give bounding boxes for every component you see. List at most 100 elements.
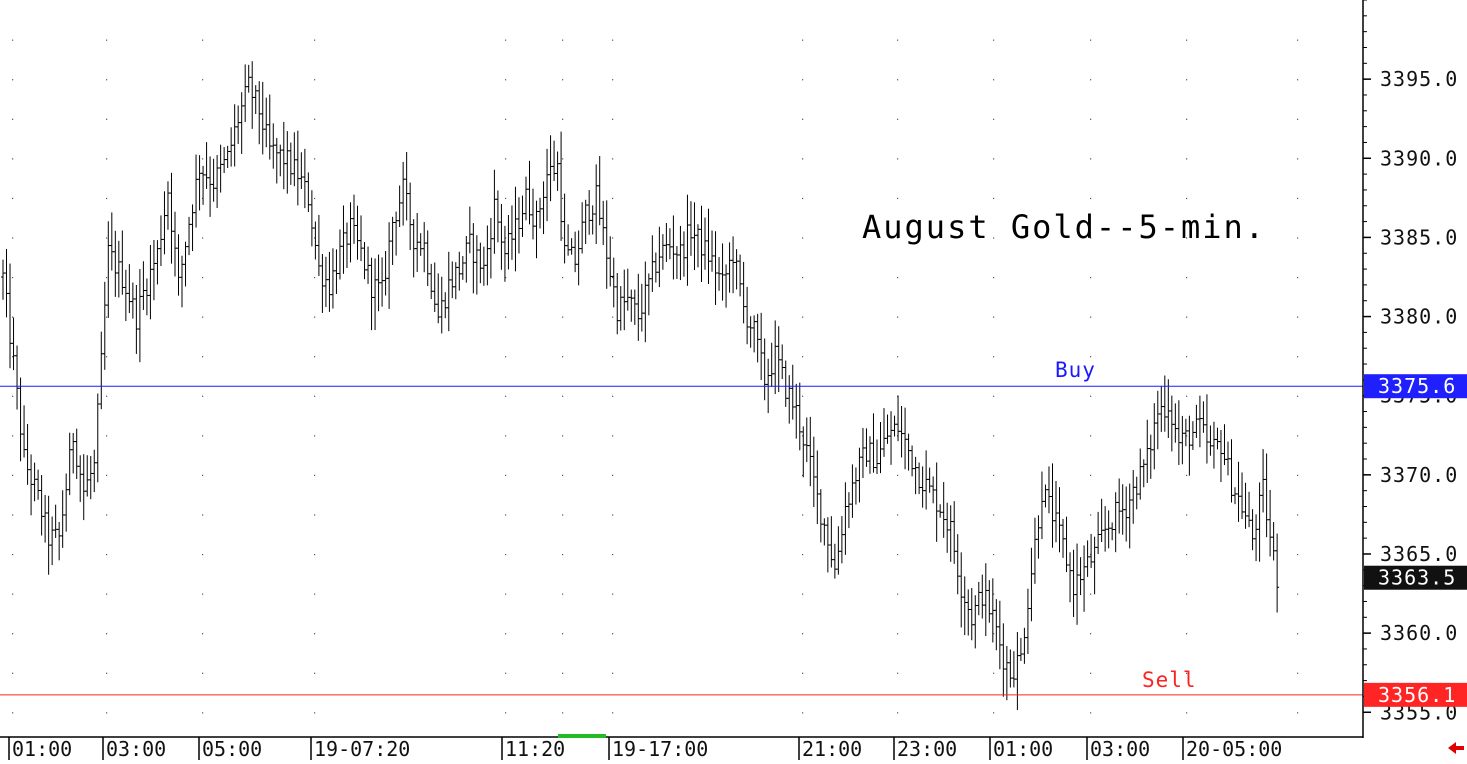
grid-dot [1297, 593, 1299, 595]
svg-text:3363.5: 3363.5 [1378, 566, 1456, 590]
scroll-left-arrow-icon[interactable] [1448, 742, 1464, 754]
grid-dot [12, 633, 14, 635]
grid-dot [802, 474, 804, 477]
grid-dot [1186, 593, 1188, 595]
grid-dot [505, 593, 507, 595]
grid-dot [314, 395, 316, 397]
grid-dot [612, 356, 614, 358]
grid-dot [1186, 553, 1188, 556]
grid-dot [505, 514, 507, 516]
grid-dot [993, 474, 995, 477]
buy-label: Buy [1055, 358, 1096, 382]
grid-dot [1090, 39, 1092, 41]
grid-dot [612, 237, 614, 239]
grid-dot [897, 158, 899, 160]
grid-dot [1090, 356, 1092, 358]
grid-dot [202, 395, 204, 397]
grid-dot [106, 356, 108, 358]
grid-dot [562, 316, 564, 318]
price-tick-label: 3385.0 [1380, 225, 1458, 249]
grid-dot [993, 672, 995, 674]
grid-dot [1090, 672, 1092, 674]
grid-dot [106, 39, 108, 41]
grid-dot [12, 395, 14, 397]
time-tick-label: 03:00 [1090, 737, 1150, 761]
grid-dot [12, 39, 14, 41]
grid-dot [12, 197, 14, 200]
grid-dot [1297, 316, 1299, 318]
grid-dot [562, 474, 564, 477]
grid-dot [106, 672, 108, 674]
grid-dot [802, 158, 804, 160]
grid-dot [202, 712, 204, 714]
grid-dot [993, 395, 995, 397]
grid-dot [505, 316, 507, 318]
grid-dot [1186, 435, 1188, 437]
time-tick-label: 11:20 [505, 737, 565, 761]
time-axis-marker [558, 734, 606, 738]
grid-dot [505, 118, 507, 120]
grid-dot [1297, 79, 1299, 81]
grid-dot [1090, 316, 1092, 318]
time-tick-label: 01:00 [993, 737, 1053, 761]
grid-dot [106, 158, 108, 160]
grid-dot [897, 316, 899, 318]
grid-dot [505, 553, 507, 556]
grid-dot [612, 118, 614, 120]
grid-dot [897, 39, 899, 41]
grid-dot [106, 553, 108, 556]
grid-dot [106, 474, 108, 477]
grid-dot [202, 514, 204, 516]
grid-dot [802, 197, 804, 200]
grid-dot [897, 79, 899, 81]
time-tick-label: 19-17:00 [612, 737, 708, 761]
grid-dot [202, 316, 204, 318]
grid-dot [562, 237, 564, 239]
grid-dot [314, 237, 316, 239]
grid-dot [802, 118, 804, 120]
grid-dot [106, 197, 108, 200]
grid-dot [12, 593, 14, 595]
time-tick-label: 21:00 [802, 737, 862, 761]
grid-dot [1297, 553, 1299, 556]
time-axis-labels: 01:00 03:00 05:00 19-07:20 11:20 19-17:00 21:0… [8, 737, 1282, 761]
price-tick-label: 3380.0 [1380, 305, 1458, 329]
grid-dot [802, 593, 804, 595]
price-tick-label: 3370.0 [1380, 463, 1458, 487]
grid-dot [612, 672, 614, 674]
grid-dot [612, 316, 614, 318]
grid-dot [993, 593, 995, 595]
grid-dot [562, 79, 564, 81]
grid-dot [562, 356, 564, 358]
grid-dot [1297, 474, 1299, 477]
grid-dot [1297, 276, 1299, 279]
grid-dot [314, 633, 316, 635]
grid-dot [993, 435, 995, 437]
time-tick-label: 01:00 [12, 737, 72, 761]
grid-dot [993, 237, 995, 239]
grid-dot [612, 474, 614, 477]
grid-dot [202, 435, 204, 437]
grid-dot [1186, 474, 1188, 477]
grid-dot [314, 79, 316, 81]
grid-dot [1090, 158, 1092, 160]
grid-dot [106, 395, 108, 397]
grid-dot [1186, 514, 1188, 516]
grid-dot [1297, 356, 1299, 358]
grid-dot [562, 276, 564, 279]
grid-dot [1090, 395, 1092, 397]
grid-dot [12, 316, 14, 318]
grid-dot [612, 276, 614, 279]
grid-dot [897, 712, 899, 714]
grid-dot [12, 356, 14, 358]
grid-dot [1186, 712, 1188, 714]
grid-dot [1090, 474, 1092, 477]
grid-dot [505, 356, 507, 358]
grid-dot [897, 276, 899, 279]
grid-dot [505, 395, 507, 397]
grid-dot [802, 514, 804, 516]
grid-dot [612, 633, 614, 635]
grid-dot [993, 197, 995, 200]
grid-dot [202, 237, 204, 239]
grid-dot [897, 197, 899, 200]
